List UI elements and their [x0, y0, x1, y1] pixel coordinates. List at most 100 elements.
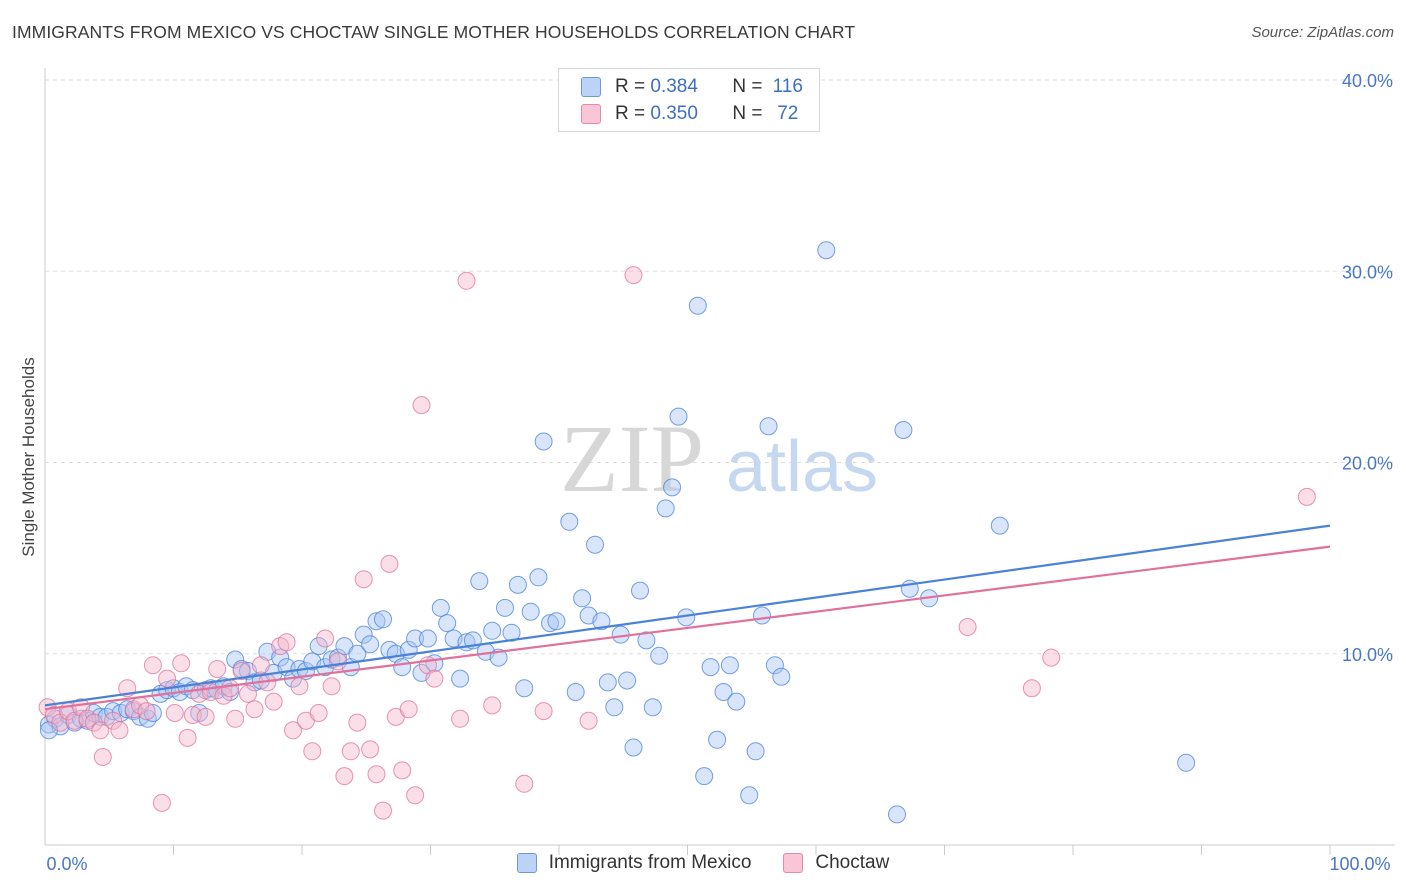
point-mexico: [470, 572, 489, 591]
point-choctaw: [457, 271, 476, 290]
point-choctaw: [165, 704, 184, 722]
point-mexico: [406, 629, 425, 648]
legend-swatch-choctaw: [581, 104, 601, 124]
point-mexico: [521, 602, 540, 621]
point-mexico: [746, 742, 765, 761]
point-mexico: [138, 709, 157, 728]
point-mexico: [605, 698, 624, 717]
point-mexico: [354, 625, 373, 644]
r-label: R =: [615, 103, 646, 124]
stats-legend-row-choctaw: R = 0.350 N = 72: [581, 101, 808, 127]
point-choctaw: [277, 633, 296, 652]
series-legend: Immigrants from Mexico Choctaw: [0, 852, 1406, 874]
y-axis-label: Single Mother Households: [19, 357, 38, 556]
point-choctaw: [84, 713, 103, 732]
point-mexico: [663, 478, 682, 497]
point-choctaw: [425, 669, 444, 688]
point-mexico: [598, 673, 617, 692]
point-mexico: [374, 610, 392, 629]
legend-swatch-choctaw: [783, 853, 804, 873]
point-mexico: [990, 516, 1009, 535]
legend-swatch-mexico: [581, 77, 601, 97]
point-mexico: [817, 241, 836, 260]
point-mexico: [226, 650, 245, 669]
point-choctaw: [245, 700, 264, 719]
point-mexico: [650, 646, 669, 665]
r-label: R =: [615, 76, 646, 97]
point-choctaw: [93, 748, 112, 766]
point-mexico: [727, 692, 746, 711]
point-choctaw: [534, 702, 553, 721]
watermark-atlas: atlas: [726, 427, 878, 507]
point-mexico: [740, 786, 759, 805]
chart-title: IMMIGRANTS FROM MEXICO VS CHOCTAW SINGLE…: [12, 22, 856, 42]
r-value-choctaw: 0.350: [650, 103, 698, 124]
point-mexico: [367, 612, 386, 631]
point-choctaw: [958, 618, 977, 636]
point-mexico: [309, 637, 328, 656]
point-choctaw: [303, 742, 322, 761]
grid-lines: [45, 79, 1395, 655]
point-mexico: [624, 738, 643, 757]
point-mexico: [515, 679, 534, 698]
point-mexico: [759, 417, 778, 436]
point-choctaw: [515, 774, 534, 793]
axis-labels: Single Mother Households 0.0% 100.0% 10.…: [19, 71, 1393, 874]
point-choctaw: [374, 801, 392, 820]
watermark-zip: ZIP: [560, 405, 704, 512]
point-mexico: [714, 683, 733, 701]
point-choctaw: [158, 669, 177, 688]
legend-item-choctaw[interactable]: Choctaw: [783, 852, 889, 874]
point-choctaw: [226, 709, 245, 728]
point-mexico: [104, 702, 123, 721]
point-mexico: [431, 598, 450, 617]
legend-swatch-mexico: [516, 853, 537, 873]
point-mexico: [483, 621, 502, 640]
r-value-mexico: 0.384: [650, 76, 698, 97]
point-choctaw: [104, 711, 123, 730]
legend-label-mexico: Immigrants from Mexico: [548, 852, 752, 873]
point-choctaw: [451, 709, 470, 728]
n-value-mexico: 116: [772, 76, 803, 97]
point-mexico: [753, 606, 771, 625]
y-tick-label: 10.0%: [1342, 645, 1393, 665]
legend-item-mexico[interactable]: Immigrants from Mexico: [516, 852, 752, 874]
point-mexico: [451, 669, 470, 688]
point-choctaw: [322, 677, 341, 696]
point-choctaw: [579, 711, 598, 730]
point-choctaw: [196, 707, 215, 726]
point-choctaw: [110, 721, 129, 740]
chart-source: Source: ZipAtlas.com: [1251, 24, 1394, 41]
point-choctaw: [239, 684, 257, 703]
trend-lines: [44, 524, 1331, 711]
stats-legend: R = 0.384 N = 116 R = 0.350 N = 72: [558, 68, 820, 132]
point-choctaw: [1297, 487, 1316, 506]
point-mexico: [708, 730, 727, 749]
point-choctaw: [251, 656, 270, 675]
n-value-choctaw: 72: [777, 103, 799, 124]
point-choctaw: [1042, 648, 1061, 667]
point-choctaw: [341, 742, 360, 761]
point-choctaw: [178, 728, 197, 747]
point-mexico: [534, 432, 553, 451]
point-choctaw: [348, 713, 367, 732]
point-mexico: [1177, 753, 1196, 772]
point-mexico: [329, 648, 347, 667]
point-mexico: [418, 629, 437, 648]
point-choctaw: [412, 396, 431, 415]
point-mexico: [508, 575, 527, 594]
point-choctaw: [284, 721, 302, 740]
point-choctaw: [483, 696, 502, 715]
point-mexico: [894, 421, 913, 439]
point-mexico: [701, 658, 720, 677]
point-choctaw: [91, 721, 110, 740]
point-mexico: [631, 581, 649, 600]
point-choctaw: [367, 765, 386, 784]
point-mexico: [669, 407, 688, 426]
point-mexico: [618, 671, 637, 690]
trend-line-mexico: [44, 524, 1331, 707]
point-choctaw: [152, 793, 171, 812]
point-choctaw: [309, 704, 328, 722]
point-choctaw: [1022, 679, 1041, 698]
